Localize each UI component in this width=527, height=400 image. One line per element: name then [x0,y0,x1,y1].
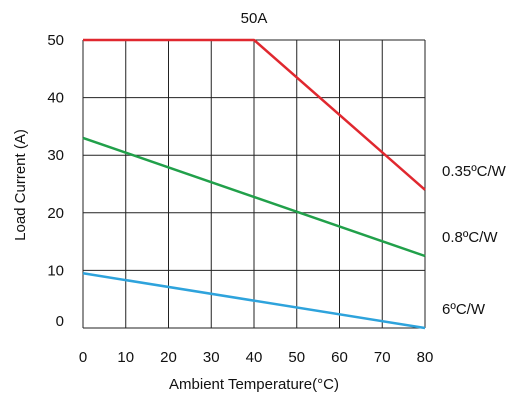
series-line-0 [83,38,426,191]
y-tick-label-10: 10 [47,262,64,279]
x-tick-label-80: 80 [417,349,434,366]
x-tick-label-30: 30 [203,349,220,366]
series-lines [82,38,426,330]
x-tick-label-20: 20 [160,349,177,366]
x-tick-label-50: 50 [288,349,305,366]
x-tick-label-40: 40 [246,349,263,366]
y-axis-label: Load Current (A) [12,129,29,241]
y-tick-label-50: 50 [47,32,64,49]
x-tick-label-70: 70 [374,349,391,366]
y-tick-label-20: 20 [47,205,64,222]
x-tick-labels: 0 10 20 30 40 50 60 70 80 [79,349,434,366]
chart-title: 50A [241,10,268,27]
x-tick-label-10: 10 [117,349,134,366]
series-label-2: 6ºC/W [442,301,486,318]
y-tick-labels: 0 10 20 30 40 50 [47,32,64,330]
y-tick-label-40: 40 [47,90,64,107]
grid [82,39,426,329]
y-tick-label-30: 30 [47,147,64,164]
x-axis-label: Ambient Temperature(°C) [169,376,339,393]
series-line-1 [82,136,426,258]
x-tick-label-60: 60 [331,349,348,366]
series-labels: 0.35ºC/W 0.8ºC/W 6ºC/W [442,163,507,318]
series-label-1: 0.8ºC/W [442,229,498,246]
y-tick-label-0: 0 [56,313,64,330]
series-line-2 [82,272,426,330]
x-tick-label-0: 0 [79,349,87,366]
series-label-0: 0.35ºC/W [442,163,507,180]
